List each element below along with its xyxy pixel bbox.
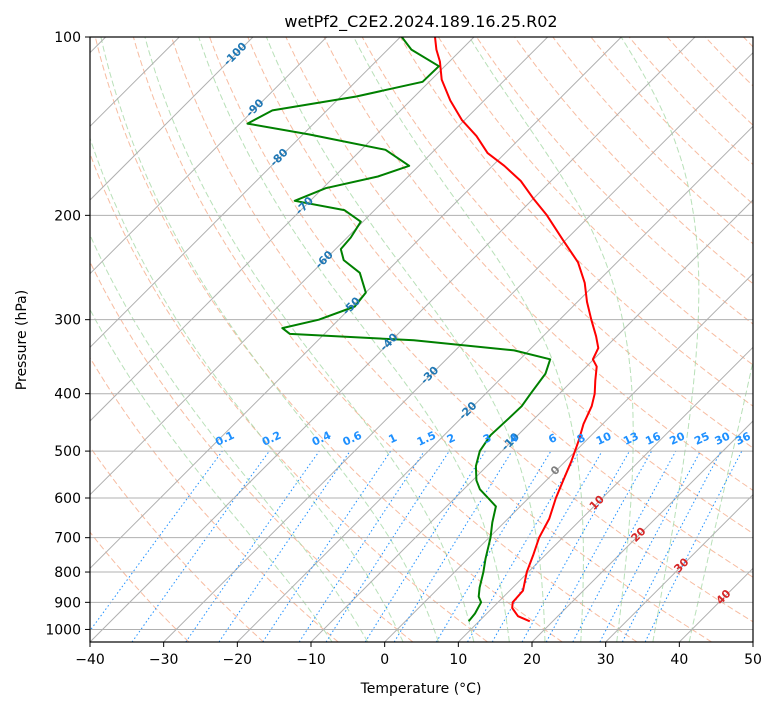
y-tick-label: 700 [54,531,81,547]
isotherm-line [384,272,753,642]
y-axis-ticks: 100 200 300 400 500 600 700 800 900 1000 [45,30,90,638]
background-lines [90,37,753,642]
isotherm-line [457,346,753,642]
x-tick-label: 50 [744,652,762,668]
isotherm-line [90,37,549,496]
x-tick-label: 0 [380,652,389,668]
mixing-ratio-label: 25 [692,430,711,448]
x-tick-label: −20 [223,652,253,668]
mixing-ratio-label: 36 [733,429,753,447]
y-tick-label: 900 [54,595,81,611]
mixing-ratio-line [521,450,630,642]
temperature-profile-line [434,37,600,623]
dewpoint-profile-line [246,37,552,622]
isotherm-line [236,125,753,642]
y-tick-label: 1000 [45,622,81,638]
mixing-ratio-line [572,450,677,642]
y-tick-label: 500 [54,444,81,460]
dry-adiabat [399,37,753,407]
mixing-ratio-line [262,450,392,642]
mixing-ratio-label: 20 [668,429,688,447]
mixing-ratio-line [644,450,743,642]
y-tick-label: 800 [54,565,81,581]
x-axis-ticks: −40 −30 −20 −10 0 10 20 30 40 50 [75,642,762,668]
mixing-ratio-label: 30 [713,429,733,447]
isotherm-line [605,493,753,642]
isotherm-line [90,37,401,349]
moist-adiabat [353,37,584,642]
dry-adiabat [209,37,753,623]
moist-adiabat [265,37,546,642]
pressure-gridlines [90,37,753,630]
mixing-ratio-line [90,450,223,632]
moist-adiabat [100,37,439,642]
plot-frame [89,36,754,643]
dry-adiabat [437,37,753,366]
y-tick-label: 600 [54,491,81,507]
moist-adiabat [688,358,753,642]
mixing-ratio-label: 16 [643,429,663,447]
isotherm-line [90,37,622,570]
isotherm-line [163,51,753,642]
y-tick-label: 300 [54,313,81,329]
y-tick-label: 400 [54,387,81,403]
profiles [246,37,600,623]
mixing-ratio-line [131,450,270,642]
x-tick-label: −30 [149,652,179,668]
isotherm-line [90,37,475,422]
isotherm-line [90,37,254,201]
mixing-ratio-line [218,450,351,642]
x-axis-label: Temperature (°C) [360,681,482,697]
dry-adiabat [90,531,190,642]
x-tick-label: 10 [449,652,467,668]
isotherm-line [310,199,753,642]
y-axis-label: Pressure (hPa) [14,290,30,390]
dry-adiabat [90,260,414,642]
moist-adiabat [90,233,369,642]
dry-adiabat [285,37,753,535]
dry-adiabat [323,37,753,491]
moist-adiabat [90,136,404,642]
moist-adiabat [198,37,510,642]
isotherm-line [90,37,328,275]
x-tick-label: 40 [670,652,688,668]
dry-adiabat [132,37,638,642]
dry-adiabat [247,37,753,578]
x-tick-label: −40 [75,652,105,668]
y-tick-label: 200 [54,208,81,224]
mixing-ratio-label: 13 [621,430,640,448]
isotherm-line [531,420,753,642]
mixing-ratio-line [325,450,450,642]
dry-adiabat [94,37,563,642]
mixing-ratio-label: 10 [594,429,614,447]
y-tick-label: 100 [54,30,81,46]
moist-adiabat [620,37,700,642]
moist-adiabat [144,37,475,642]
dry-adiabat [90,356,339,642]
x-tick-label: 30 [597,652,615,668]
x-tick-label: 20 [523,652,541,668]
mixing-ratio-line [298,450,425,642]
x-tick-label: −10 [296,652,326,668]
mixing-ratio-line [545,450,653,642]
chart-title: wetPf2_C2E2.2024.189.16.25.R02 [284,12,557,32]
mixing-ratio-line [185,450,320,642]
